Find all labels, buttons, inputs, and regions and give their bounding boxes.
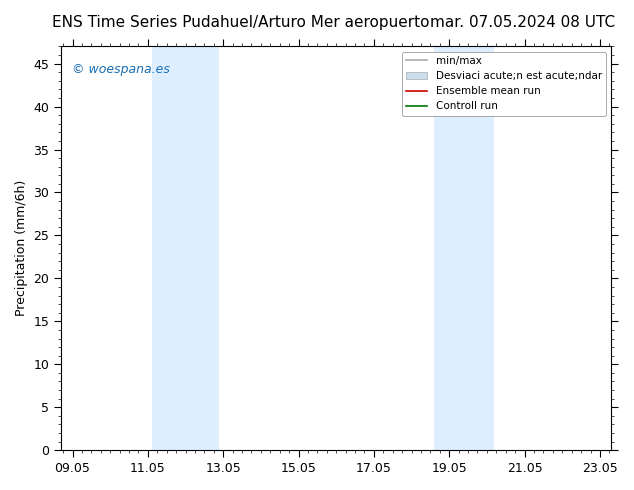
Bar	[434, 47, 495, 450]
Legend: min/max, Desviaci acute;n est acute;ndar, Ensemble mean run, Controll run: min/max, Desviaci acute;n est acute;ndar…	[402, 51, 606, 116]
Bar	[152, 47, 219, 450]
Text: ENS Time Series Pudahuel/Arturo Mer aeropuerto: ENS Time Series Pudahuel/Arturo Mer aero…	[52, 15, 430, 30]
Text: mar. 07.05.2024 08 UTC: mar. 07.05.2024 08 UTC	[430, 15, 615, 30]
Text: © woespana.es: © woespana.es	[72, 63, 170, 75]
Y-axis label: Precipitation (mm/6h): Precipitation (mm/6h)	[15, 180, 28, 317]
